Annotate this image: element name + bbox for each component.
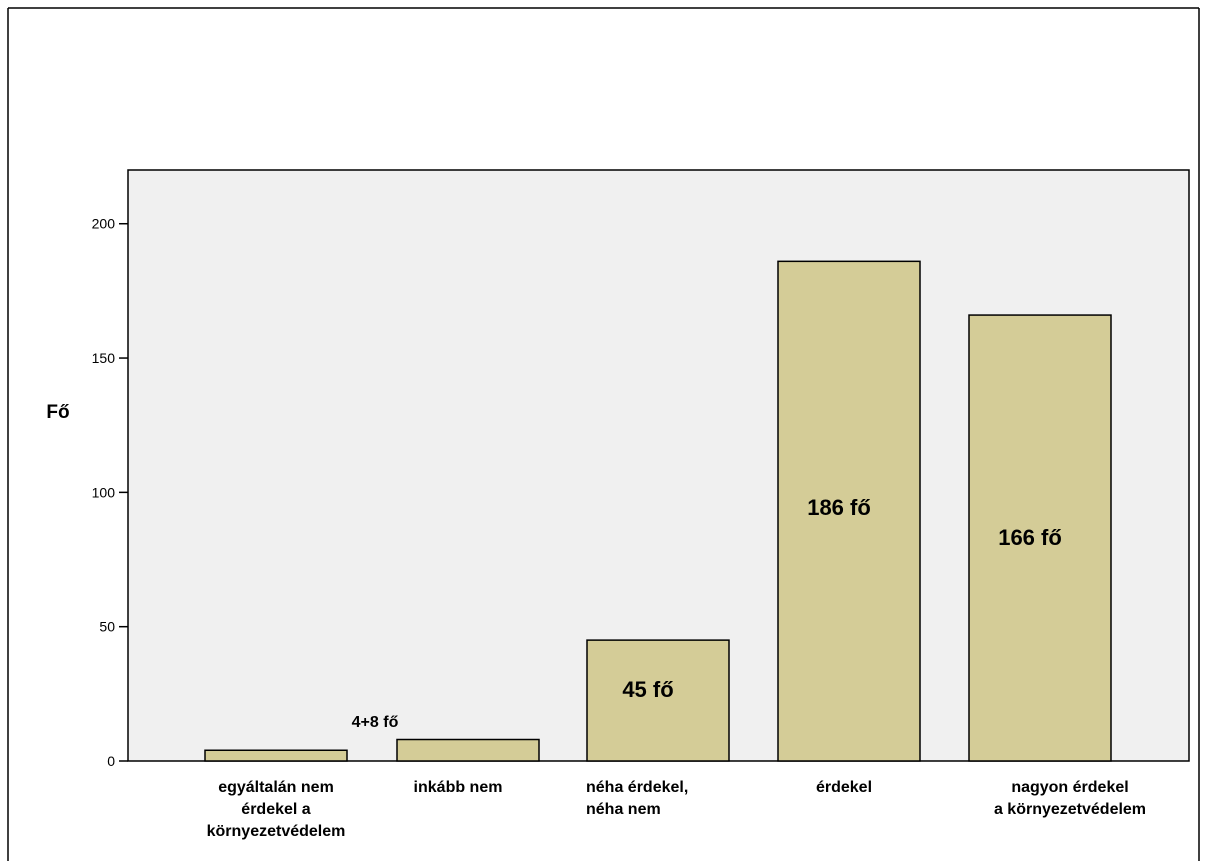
y-tick-label: 150: [92, 350, 116, 366]
x-category-label: néha érdekel, néha nem: [586, 779, 688, 818]
x-category-label: nagyon érdekel a környezetvédelem: [994, 779, 1146, 818]
y-tick-label: 200: [92, 216, 116, 232]
x-category-label: inkább nem: [414, 779, 503, 796]
bar: [968, 314, 1112, 762]
bar: [396, 738, 540, 762]
x-category-label-line: egyáltalán nem: [218, 779, 334, 796]
x-category-label-line: inkább nem: [414, 779, 503, 796]
x-category-label: egyáltalán nem érdekel a környezetvédelem: [207, 779, 346, 840]
x-category-label-line: érdekel a: [241, 801, 310, 818]
x-category-label-line: néha érdekel,: [586, 779, 688, 796]
x-category-label: érdekel: [816, 779, 872, 796]
bar-data-label: 166 fő: [998, 525, 1062, 550]
x-category-label-line: néha nem: [586, 801, 661, 818]
bar: [586, 639, 730, 762]
bar: [777, 260, 921, 762]
bar-data-label: 45 fő: [622, 677, 673, 702]
bar-data-label: 186 fő: [807, 495, 871, 520]
x-axis-labels: egyáltalán nem érdekel a környezetvédelem i…: [207, 779, 1146, 840]
bar: [204, 749, 348, 762]
y-tick-label: 0: [107, 753, 115, 769]
y-axis: 0 50 100 150 200: [92, 216, 128, 769]
annotation-label: 4+8 fő: [352, 714, 399, 731]
x-category-label-line: a környezetvédelem: [994, 801, 1146, 818]
x-category-label-line: nagyon érdekel: [1011, 779, 1128, 796]
y-tick-label: 50: [99, 619, 115, 635]
x-category-label-line: érdekel: [816, 779, 872, 796]
x-category-label-line: környezetvédelem: [207, 823, 346, 840]
y-tick-label: 100: [92, 484, 116, 500]
y-axis-label: Fő: [46, 402, 69, 423]
bars-group: 45 fő 186 fő 166 fő: [204, 260, 1112, 762]
